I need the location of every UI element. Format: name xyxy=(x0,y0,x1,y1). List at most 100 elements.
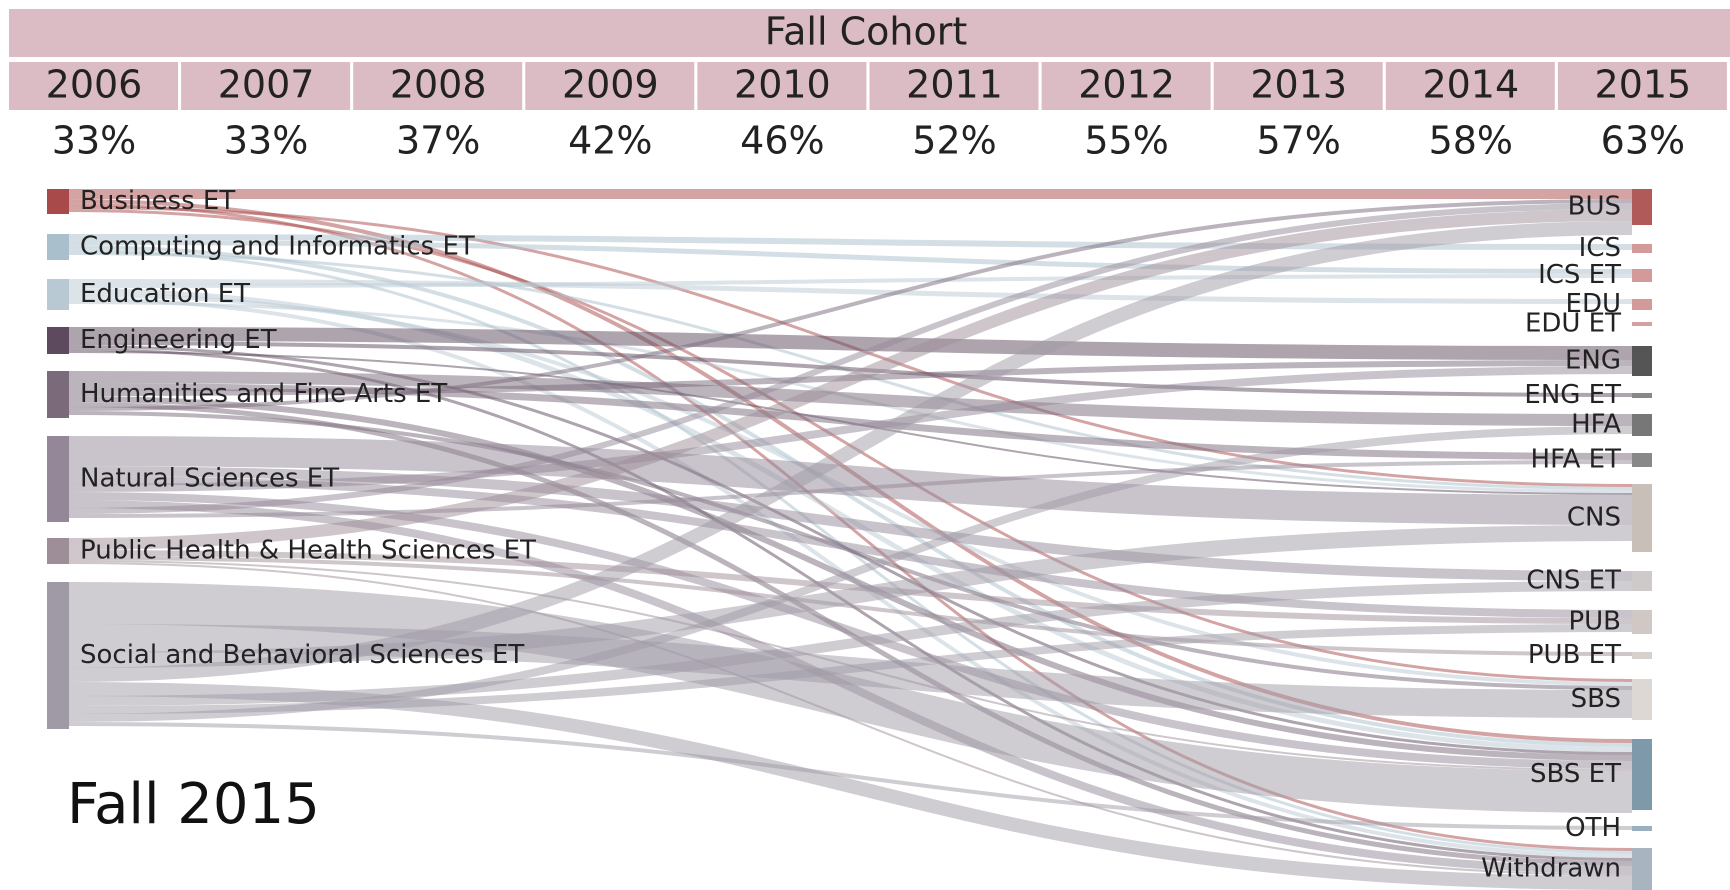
target-node xyxy=(1632,244,1652,253)
year-cell xyxy=(181,62,351,110)
target-node xyxy=(1632,826,1652,831)
rate-label: 33% xyxy=(52,119,136,163)
year-cell xyxy=(869,62,1039,110)
flow xyxy=(68,341,1633,397)
flow xyxy=(68,209,1633,550)
source-label: Natural Sciences ET xyxy=(80,464,339,494)
year-label: 2006 xyxy=(46,63,143,107)
year-label: 2012 xyxy=(1078,63,1175,107)
source-label: Humanities and Fine Arts ET xyxy=(80,379,447,409)
rate-label: 46% xyxy=(740,119,824,163)
target-label: HFA xyxy=(1571,410,1621,440)
flow xyxy=(68,234,1633,250)
target-node xyxy=(1632,571,1652,591)
year-cell xyxy=(1213,62,1383,110)
caption: Fall 2015 xyxy=(67,772,320,837)
target-node xyxy=(1632,299,1652,310)
target-label: SBS xyxy=(1571,684,1621,714)
rate-label: 52% xyxy=(912,119,996,163)
source-label: Computing and Informatics ET xyxy=(80,232,475,262)
flow xyxy=(68,582,1633,813)
target-node xyxy=(1632,652,1652,659)
rate-label: 58% xyxy=(1429,119,1513,163)
rate-label: 57% xyxy=(1256,119,1340,163)
target-node xyxy=(1632,484,1652,552)
flow xyxy=(68,279,1633,304)
flow xyxy=(68,581,1633,706)
rate-label: 55% xyxy=(1084,119,1168,163)
target-label: ENG xyxy=(1565,346,1621,376)
flow xyxy=(68,199,1633,411)
flow xyxy=(68,460,1633,518)
flow xyxy=(68,436,1633,525)
year-label: 2007 xyxy=(218,63,315,107)
year-cell xyxy=(353,62,523,110)
flow xyxy=(68,722,1633,830)
source-node xyxy=(47,538,69,564)
rate-label: 33% xyxy=(224,119,308,163)
target-label: ENG ET xyxy=(1524,380,1621,410)
target-node xyxy=(1632,453,1652,467)
year-label: 2009 xyxy=(562,63,659,107)
target-label: CNS xyxy=(1567,503,1621,533)
source-label: Education ET xyxy=(80,279,250,309)
flows xyxy=(68,188,1633,890)
flow xyxy=(68,274,1633,288)
year-cell xyxy=(9,62,178,110)
target-node xyxy=(1632,189,1652,225)
target-label: OTH xyxy=(1565,813,1621,843)
rate-label: 42% xyxy=(568,119,652,163)
year-label: 2014 xyxy=(1422,63,1519,107)
target-label: BUS xyxy=(1568,192,1621,222)
source-node xyxy=(47,436,69,522)
target-label: ICS ET xyxy=(1538,260,1621,290)
year-label: 2013 xyxy=(1250,63,1347,107)
target-node xyxy=(1632,269,1652,282)
target-node xyxy=(1632,414,1652,436)
source-node xyxy=(47,189,69,214)
target-node xyxy=(1632,393,1652,398)
source-label: Public Health & Health Sciences ET xyxy=(80,536,536,566)
year-label: 2011 xyxy=(906,63,1003,107)
flow xyxy=(68,327,1633,360)
target-node xyxy=(1632,346,1652,376)
target-label: EDU ET xyxy=(1525,309,1621,339)
source-node xyxy=(47,371,69,418)
flow xyxy=(68,240,1633,274)
year-cell xyxy=(1041,62,1211,110)
target-label: PUB ET xyxy=(1528,640,1621,670)
flow xyxy=(68,371,1633,426)
header-bar xyxy=(9,9,1730,57)
flow xyxy=(68,624,1633,714)
target-node xyxy=(1632,848,1652,890)
target-label: Withdrawn xyxy=(1481,854,1621,884)
target-label: EDU xyxy=(1566,289,1621,319)
source-node xyxy=(47,234,69,260)
source-node xyxy=(47,327,69,354)
flow xyxy=(68,245,1633,747)
target-node xyxy=(1632,610,1652,634)
target-node xyxy=(1632,679,1652,720)
flow xyxy=(68,476,1633,618)
header-title: Fall Cohort xyxy=(765,10,968,54)
year-label: 2015 xyxy=(1595,63,1692,107)
target-node xyxy=(1632,322,1652,326)
source-node xyxy=(47,279,69,310)
target-label: SBS ET xyxy=(1530,759,1621,789)
flow xyxy=(68,550,1633,624)
year-cell xyxy=(1385,62,1555,110)
year-cell xyxy=(697,62,867,110)
target-node xyxy=(1632,739,1652,810)
year-cell xyxy=(1557,62,1727,110)
target-label: CNS ET xyxy=(1526,566,1621,596)
flow xyxy=(68,203,1633,514)
flow xyxy=(68,426,1633,722)
year-label: 2008 xyxy=(390,63,487,107)
source-node xyxy=(47,582,69,729)
year-label: 2010 xyxy=(734,63,831,107)
target-label: PUB xyxy=(1568,607,1621,637)
flow xyxy=(68,396,1633,761)
flow xyxy=(68,366,1633,492)
